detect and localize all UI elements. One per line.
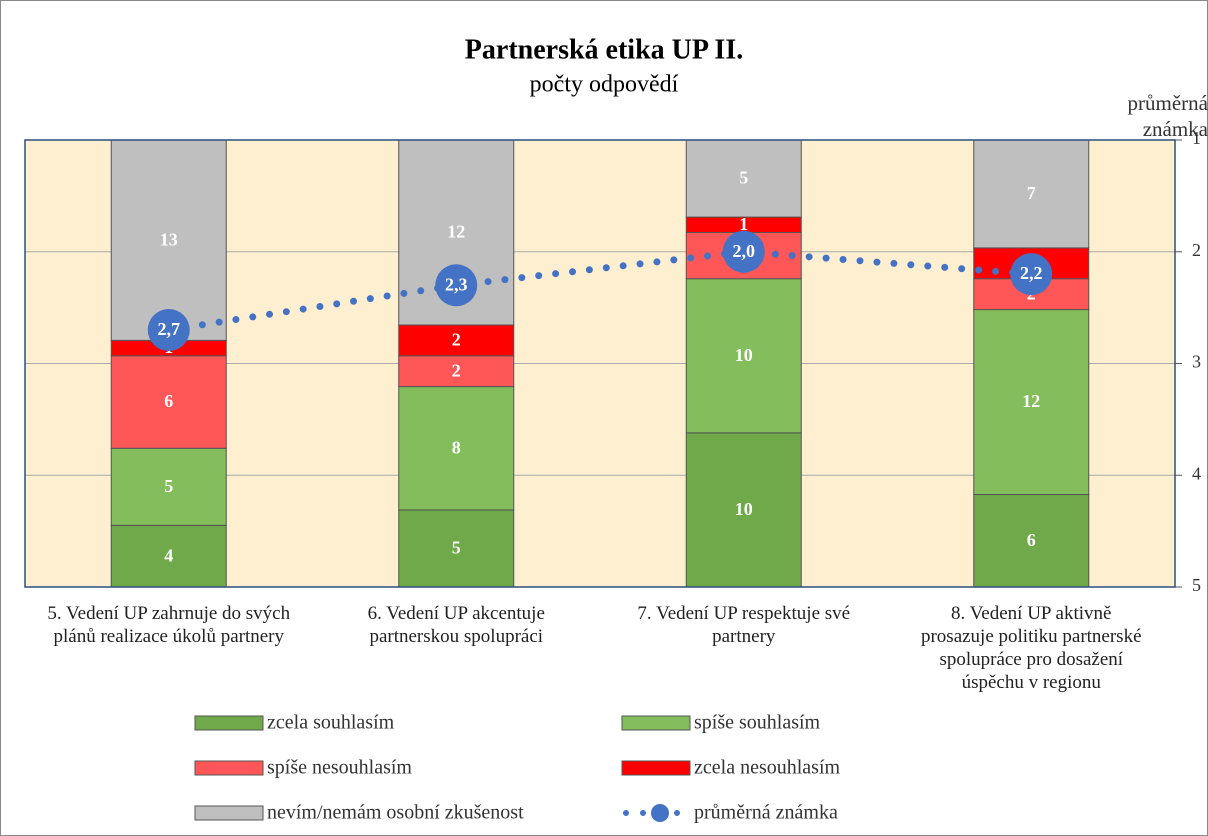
line-marker bbox=[722, 230, 765, 273]
data-label: 2 bbox=[452, 330, 461, 350]
bar-segment bbox=[398, 355, 515, 388]
line-marker bbox=[435, 264, 478, 307]
legend-swatch bbox=[621, 760, 691, 776]
legend-label: zcela souhlasím bbox=[267, 712, 395, 734]
y2-tick-label: 5 bbox=[1192, 575, 1201, 595]
bar-segment bbox=[110, 447, 227, 526]
legend-swatch bbox=[194, 715, 264, 731]
x-tick-label: 5. Vedení UP zahrnuje do svých plánů rea… bbox=[47, 603, 291, 647]
legend-label: spíše nesouhlasím bbox=[267, 757, 412, 779]
chart-title: Partnerská etika UP II. bbox=[465, 34, 743, 65]
y2-tick-label: 2 bbox=[1192, 240, 1201, 260]
bar-segment bbox=[398, 324, 515, 357]
y2-tick-label: 4 bbox=[1192, 463, 1201, 483]
bar-segment bbox=[685, 139, 802, 218]
bar-segment bbox=[110, 524, 227, 588]
data-label: 2,2 bbox=[1020, 263, 1043, 283]
legend-swatch bbox=[621, 715, 691, 731]
legend-swatch bbox=[194, 805, 264, 821]
y2-tick-label: 3 bbox=[1192, 352, 1201, 372]
x-tick-label: 8. Vedení UP aktivně prosazuje politiku … bbox=[920, 603, 1142, 693]
data-label: 5 bbox=[164, 476, 173, 496]
bar-segment bbox=[685, 278, 802, 434]
legend-swatch bbox=[194, 760, 264, 776]
data-label: 2,7 bbox=[158, 319, 181, 339]
data-label: 13 bbox=[160, 229, 178, 249]
data-label: 2 bbox=[452, 360, 461, 380]
line-marker bbox=[1010, 253, 1053, 296]
y2-axis-title-part: průměrná bbox=[1128, 91, 1208, 115]
line-marker bbox=[147, 308, 190, 351]
data-label: 5 bbox=[452, 538, 461, 558]
bar-segment bbox=[398, 386, 515, 511]
data-label: 8 bbox=[452, 437, 461, 457]
data-label: 10 bbox=[735, 345, 753, 365]
data-label: 7 bbox=[1027, 183, 1036, 203]
data-label: 12 bbox=[447, 222, 465, 242]
data-label: 10 bbox=[735, 499, 753, 519]
data-label: 5 bbox=[739, 168, 748, 188]
plot-border bbox=[24, 139, 1176, 588]
y2-axis-title: průměrná známka bbox=[1128, 91, 1208, 141]
legend-label: zcela nesouhlasím bbox=[694, 757, 840, 779]
legend-swatch-marker bbox=[651, 804, 669, 822]
legend-label: průměrná známka bbox=[694, 802, 838, 824]
y2-axis-title-part: známka bbox=[1143, 117, 1208, 141]
data-label: 6 bbox=[164, 391, 173, 411]
chart-subtitle: počty odpovědí bbox=[530, 72, 679, 98]
data-label: 12 bbox=[1022, 391, 1040, 411]
x-tick-label: 6. Vedení UP akcentuje partnerskou spolu… bbox=[367, 603, 545, 647]
y2-tick-label: 1 bbox=[1192, 128, 1201, 148]
data-label: 1 bbox=[739, 214, 748, 234]
bar-segment bbox=[398, 509, 515, 588]
bar-segment bbox=[685, 432, 802, 588]
bar-segment bbox=[973, 139, 1090, 249]
bar-segment bbox=[973, 309, 1090, 496]
data-label: 6 bbox=[1027, 530, 1036, 550]
bar-segment bbox=[110, 139, 227, 341]
bar-segment bbox=[973, 494, 1090, 588]
bar-segment bbox=[110, 355, 227, 449]
x-tick-label: 7. Vedení UP respektuje své partnery bbox=[637, 603, 851, 647]
data-label: 2,0 bbox=[733, 241, 756, 261]
legend-label: nevím/nemám osobní zkušenost bbox=[267, 802, 524, 824]
data-label: 4 bbox=[164, 545, 173, 565]
legend-label: spíše souhlasím bbox=[694, 712, 821, 734]
data-label: 2,3 bbox=[445, 274, 468, 294]
